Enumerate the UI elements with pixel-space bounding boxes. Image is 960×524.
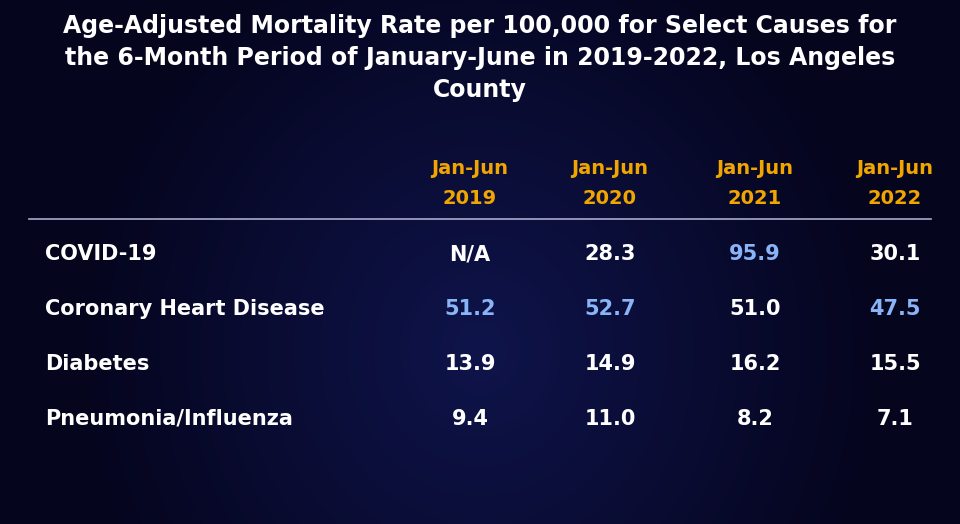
Text: Jan-Jun: Jan-Jun — [856, 159, 933, 179]
Text: 51.2: 51.2 — [444, 299, 495, 319]
Text: Age-Adjusted Mortality Rate per 100,000 for Select Causes for: Age-Adjusted Mortality Rate per 100,000 … — [63, 14, 897, 38]
Text: 7.1: 7.1 — [876, 409, 913, 429]
Text: 51.0: 51.0 — [730, 299, 780, 319]
Text: Jan-Jun: Jan-Jun — [716, 159, 794, 179]
Text: Coronary Heart Disease: Coronary Heart Disease — [45, 299, 324, 319]
Text: 28.3: 28.3 — [585, 244, 636, 264]
Text: 14.9: 14.9 — [585, 354, 636, 374]
Text: N/A: N/A — [449, 244, 491, 264]
Text: 95.9: 95.9 — [730, 244, 780, 264]
Text: 2022: 2022 — [868, 190, 923, 209]
Text: 2021: 2021 — [728, 190, 782, 209]
Text: the 6-Month Period of January-June in 2019-2022, Los Angeles: the 6-Month Period of January-June in 20… — [65, 46, 895, 70]
Text: 8.2: 8.2 — [736, 409, 774, 429]
Text: 9.4: 9.4 — [451, 409, 489, 429]
Text: Diabetes: Diabetes — [45, 354, 150, 374]
Text: COVID-19: COVID-19 — [45, 244, 156, 264]
Text: 2019: 2019 — [443, 190, 497, 209]
Text: 47.5: 47.5 — [869, 299, 921, 319]
Text: 2020: 2020 — [583, 190, 637, 209]
Text: 16.2: 16.2 — [730, 354, 780, 374]
Text: 30.1: 30.1 — [870, 244, 921, 264]
Text: 13.9: 13.9 — [444, 354, 495, 374]
Text: Jan-Jun: Jan-Jun — [571, 159, 649, 179]
Text: 11.0: 11.0 — [585, 409, 636, 429]
Text: County: County — [433, 78, 527, 102]
Text: 52.7: 52.7 — [585, 299, 636, 319]
Text: 15.5: 15.5 — [869, 354, 921, 374]
Text: Pneumonia/Influenza: Pneumonia/Influenza — [45, 409, 293, 429]
Text: Jan-Jun: Jan-Jun — [431, 159, 509, 179]
